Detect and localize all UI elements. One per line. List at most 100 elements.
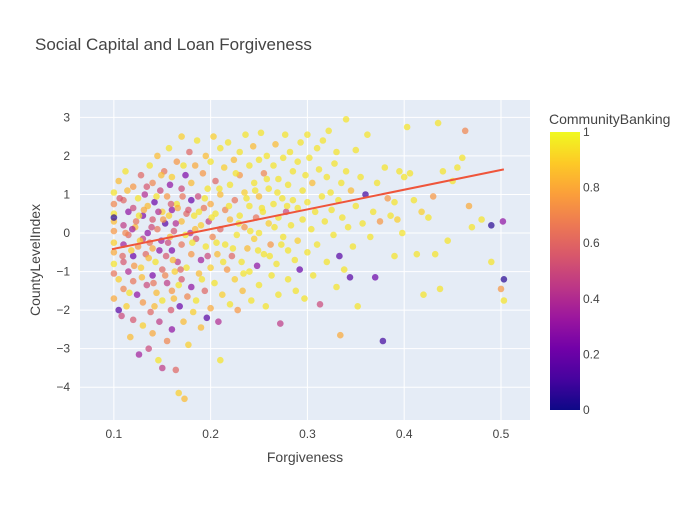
data-point bbox=[120, 222, 127, 229]
data-point bbox=[199, 170, 207, 177]
data-point bbox=[209, 233, 216, 241]
data-point bbox=[195, 208, 203, 216]
data-point bbox=[265, 185, 273, 192]
data-point bbox=[146, 162, 153, 169]
data-point bbox=[166, 181, 174, 189]
data-point bbox=[468, 223, 476, 231]
data-point bbox=[454, 164, 461, 171]
data-point bbox=[175, 389, 182, 397]
colorbar-tick-label: 1 bbox=[583, 125, 590, 139]
data-point bbox=[175, 281, 182, 289]
data-point bbox=[297, 139, 304, 146]
data-point bbox=[260, 170, 268, 177]
data-point bbox=[313, 241, 321, 248]
data-point bbox=[308, 225, 315, 233]
data-point bbox=[159, 216, 167, 223]
data-point bbox=[183, 264, 190, 272]
colorbar-tick-label: 0.6 bbox=[583, 236, 600, 250]
data-point bbox=[145, 345, 152, 353]
data-point bbox=[129, 183, 137, 190]
data-point bbox=[153, 193, 160, 200]
data-point bbox=[163, 337, 171, 345]
data-point bbox=[465, 202, 473, 210]
data-point bbox=[159, 266, 166, 273]
data-point bbox=[191, 162, 199, 169]
data-point bbox=[193, 137, 201, 144]
data-point bbox=[211, 279, 218, 287]
data-point bbox=[188, 196, 195, 204]
grid-lines bbox=[80, 100, 530, 420]
x-tick-label: 0.5 bbox=[493, 427, 510, 441]
y-axis-ticks: −4 −3 −2 −1 0 1 2 3 bbox=[56, 110, 70, 394]
data-point bbox=[306, 154, 313, 162]
data-point bbox=[255, 281, 263, 289]
data-point bbox=[162, 252, 170, 260]
data-point bbox=[141, 191, 149, 198]
data-point bbox=[319, 137, 327, 144]
data-point bbox=[168, 287, 176, 295]
data-point bbox=[204, 252, 211, 260]
data-point bbox=[188, 250, 195, 258]
data-point bbox=[221, 241, 229, 248]
data-point bbox=[178, 218, 185, 225]
data-point bbox=[354, 303, 362, 310]
data-point bbox=[323, 258, 331, 266]
data-point bbox=[265, 220, 273, 227]
data-point bbox=[277, 320, 284, 327]
data-point bbox=[168, 326, 176, 333]
data-point bbox=[302, 171, 309, 179]
data-point bbox=[362, 191, 369, 198]
data-point bbox=[167, 200, 175, 208]
data-point bbox=[123, 303, 130, 310]
data-point bbox=[197, 256, 205, 264]
data-point bbox=[461, 127, 469, 135]
data-point bbox=[436, 285, 444, 293]
data-point bbox=[149, 272, 156, 279]
x-tick-label: 0.2 bbox=[202, 427, 219, 441]
data-point bbox=[200, 204, 208, 212]
data-point bbox=[192, 297, 200, 304]
data-point bbox=[161, 272, 169, 279]
y-tick-label: 2 bbox=[63, 149, 70, 163]
data-point bbox=[140, 206, 148, 214]
data-point bbox=[240, 270, 247, 277]
data-point bbox=[273, 260, 280, 268]
data-point bbox=[278, 241, 285, 248]
data-point bbox=[179, 193, 186, 200]
data-point bbox=[272, 141, 279, 148]
data-point bbox=[296, 266, 304, 273]
data-point bbox=[330, 231, 337, 239]
data-point bbox=[232, 170, 240, 177]
data-point bbox=[139, 322, 147, 329]
data-point bbox=[137, 171, 145, 179]
data-point bbox=[242, 131, 249, 138]
data-point bbox=[431, 250, 439, 258]
data-point bbox=[289, 196, 297, 204]
data-point bbox=[500, 276, 508, 283]
data-point bbox=[225, 202, 233, 210]
data-point bbox=[333, 148, 340, 156]
data-point bbox=[163, 279, 171, 287]
data-point bbox=[172, 366, 180, 374]
data-point bbox=[316, 301, 324, 308]
data-point bbox=[352, 202, 360, 210]
data-point bbox=[204, 185, 211, 192]
data-point bbox=[168, 206, 176, 214]
data-point bbox=[268, 272, 275, 279]
data-point bbox=[359, 220, 366, 227]
data-point bbox=[119, 252, 126, 260]
data-point bbox=[208, 214, 215, 221]
data-point bbox=[126, 289, 133, 297]
data-point bbox=[279, 233, 287, 241]
data-point bbox=[184, 293, 191, 300]
data-point bbox=[215, 318, 222, 326]
data-point bbox=[284, 276, 292, 283]
data-point bbox=[396, 168, 403, 175]
data-point bbox=[129, 316, 137, 324]
data-point bbox=[143, 183, 151, 190]
data-point bbox=[144, 229, 151, 237]
data-point bbox=[178, 185, 185, 192]
data-point bbox=[399, 229, 406, 237]
